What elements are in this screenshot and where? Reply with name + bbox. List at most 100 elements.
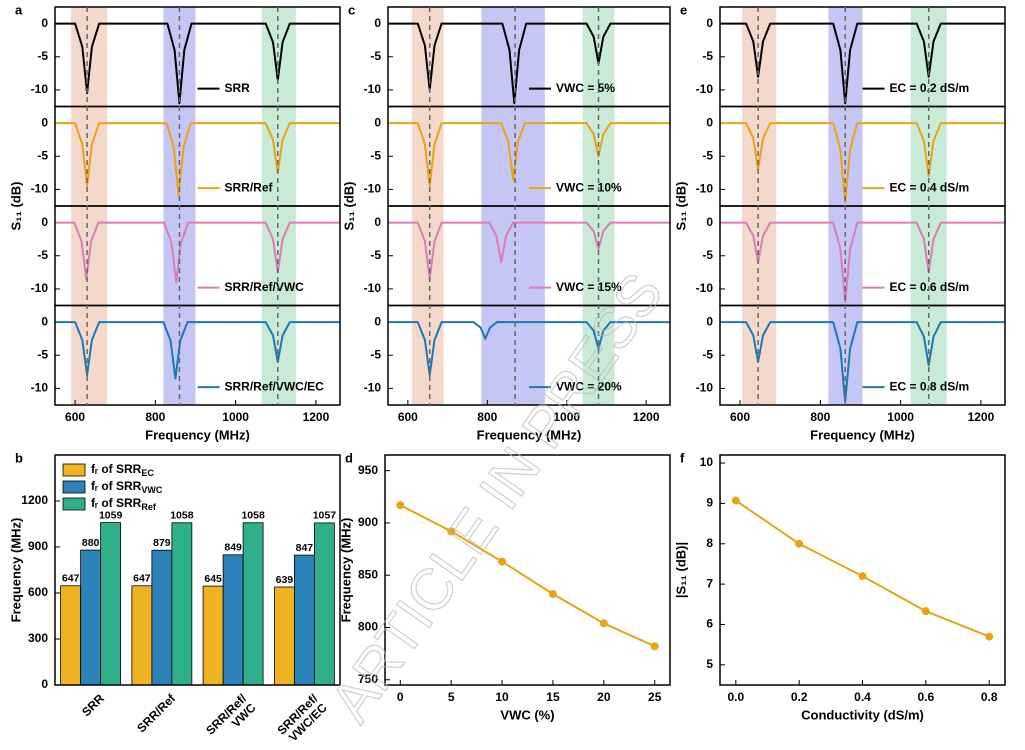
spectrum-line [55,221,340,284]
y-tick-label: 9 [706,496,713,510]
panel-label: b [15,450,23,465]
spectrum-line [720,22,1005,105]
legend-sub: Ref [141,502,157,512]
x-tick-label: 0 [397,690,404,704]
subplot-frame [719,304,1006,406]
legend-swatch [62,463,86,477]
legend-name: fᵣ of SRR [91,479,142,493]
y-axis-label: Frequency (MHz) [8,518,23,623]
data-point [985,632,994,641]
y-tick-label: 300 [28,631,48,645]
x-tick-label: 1200 [303,410,330,424]
legend-label: VWC = 5% [556,81,615,95]
data-point [921,607,930,616]
y-tick-label: 750 [358,672,378,686]
subplot-frame [387,304,671,406]
spectrum-line [55,321,340,380]
y-tick-label: 0 [41,677,48,691]
y-tick-label: 0 [706,215,713,229]
legend-name: fᵣ of SRR [91,462,142,476]
frame [719,454,1006,686]
spectrum-line [55,122,340,198]
y-tick-label: -10 [696,281,714,295]
data-point [858,572,867,581]
y-axis-label: S₁₁ (dB) [341,181,356,230]
bar [202,585,224,686]
y-tick-label: -5 [370,148,381,162]
data-point [731,496,740,505]
y-axis-label: Frequency (MHz) [338,518,353,623]
data-line [399,504,656,648]
x-tick-label: 25 [648,690,662,704]
x-tick-label-line: SRR/Ref [134,691,179,736]
x-tick-label: SRR/Ref [134,691,179,736]
x-axis-label: Frequency (MHz) [477,427,582,442]
y-tick-label: -5 [37,49,48,63]
legend-swatch [62,497,86,511]
y-tick-label: -10 [31,182,49,196]
x-axis-label: Frequency (MHz) [145,427,250,442]
x-tick-label: 800 [477,410,497,424]
y-tick-label: -10 [696,381,714,395]
y-tick-label: -5 [370,49,381,63]
panel-label: c [348,2,355,17]
panel-label: e [680,2,687,17]
y-tick-label: -5 [702,49,713,63]
legend-label: SRR/Ref/VWC/EC [225,379,325,393]
bar-value-label: 1058 [241,510,265,522]
y-tick-label: 5 [706,657,713,671]
legend-label: SRR/Ref/VWC [225,280,305,294]
legend-label: VWC = 10% [556,180,622,194]
y-tick-label: -5 [37,148,48,162]
y-tick-label: 0 [374,314,381,328]
panel-label: f [680,450,685,465]
x-tick-label: 0.6 [917,690,934,704]
data-point [447,527,456,536]
bar-value-label: 1058 [170,510,194,522]
bar-value-label: 880 [82,537,100,549]
bar-value-label: 639 [276,574,294,586]
bar-value-label: 849 [224,542,242,554]
x-tick-label: 1000 [553,410,580,424]
y-tick-label: -5 [370,347,381,361]
x-tick-label: 1200 [968,410,995,424]
y-tick-label: 6 [706,617,713,631]
legend-name: fᵣ of SRR [91,496,142,510]
y-tick-label: -10 [364,182,382,196]
bar [222,554,244,686]
y-tick-label: -10 [696,82,714,96]
y-tick-label: 900 [358,515,378,529]
bar-value-label: 1059 [99,509,123,521]
bar [60,585,82,686]
legend-sub: EC [141,468,154,478]
y-tick-label: -10 [31,381,49,395]
x-tick-label: 800 [145,410,165,424]
legend-label: VWC = 15% [556,280,622,294]
x-tick-label: 0.4 [854,690,871,704]
legend-label: fᵣ of SRRVWC [91,479,163,495]
data-point [498,557,507,566]
y-tick-label: -10 [364,281,382,295]
y-axis-label: |S₁₁ (dB)| [673,542,688,598]
y-tick-label: 1200 [21,493,48,507]
y-tick-label: 0 [41,215,48,229]
y-tick-label: 0 [706,16,713,30]
spectrum-line [720,221,1005,304]
y-tick-label: 600 [28,585,48,599]
bar [80,549,102,686]
y-tick-label: 800 [358,620,378,634]
bar [242,522,264,686]
y-tick-label: 0 [41,16,48,30]
bar-value-label: 647 [133,573,151,585]
y-tick-label: -5 [702,347,713,361]
x-tick-label: 10 [495,690,509,704]
bar [171,522,193,686]
y-tick-label: 0 [41,314,48,328]
legend-label: VWC = 20% [556,379,622,393]
spectrum-line [55,22,340,105]
y-tick-label: 0 [374,215,381,229]
y-tick-label: 0 [706,314,713,328]
data-point [396,501,405,510]
bar-value-label: 647 [62,573,80,585]
